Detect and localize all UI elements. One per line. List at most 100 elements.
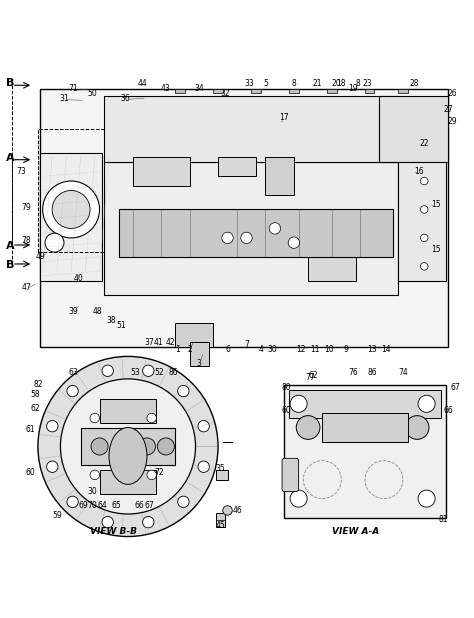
Text: 38: 38 bbox=[107, 316, 116, 325]
Bar bbox=[379, 96, 448, 162]
Circle shape bbox=[288, 237, 300, 248]
Text: 2: 2 bbox=[187, 345, 192, 353]
Text: 59: 59 bbox=[52, 510, 62, 520]
Bar bbox=[308, 210, 356, 281]
Text: 69: 69 bbox=[78, 501, 88, 510]
Text: 67: 67 bbox=[450, 383, 460, 392]
Text: 15: 15 bbox=[431, 200, 441, 210]
Circle shape bbox=[61, 379, 195, 514]
Circle shape bbox=[91, 438, 108, 455]
Text: 66: 66 bbox=[135, 501, 145, 510]
Text: 27: 27 bbox=[443, 106, 453, 114]
Text: 33: 33 bbox=[244, 79, 254, 88]
Text: VIEW B-B: VIEW B-B bbox=[90, 527, 137, 536]
Text: 29: 29 bbox=[448, 117, 457, 126]
Ellipse shape bbox=[109, 428, 147, 485]
Bar bbox=[216, 513, 225, 527]
Circle shape bbox=[420, 177, 428, 185]
Text: 48: 48 bbox=[92, 307, 102, 316]
Bar bbox=[40, 153, 102, 281]
Bar bbox=[213, 88, 223, 93]
Text: 65: 65 bbox=[111, 501, 121, 510]
Text: 41: 41 bbox=[154, 337, 164, 347]
Text: 63: 63 bbox=[69, 368, 78, 378]
Text: 11: 11 bbox=[310, 345, 320, 353]
Text: 86: 86 bbox=[168, 368, 178, 378]
Text: 34: 34 bbox=[194, 84, 204, 93]
Circle shape bbox=[143, 517, 154, 528]
Text: 26: 26 bbox=[448, 89, 457, 98]
Text: B: B bbox=[6, 78, 14, 88]
Circle shape bbox=[420, 206, 428, 213]
Text: 30: 30 bbox=[268, 345, 277, 353]
Bar bbox=[81, 428, 175, 465]
Bar bbox=[216, 470, 228, 480]
Bar bbox=[265, 158, 294, 195]
Bar bbox=[100, 399, 156, 423]
Text: 3: 3 bbox=[197, 359, 201, 368]
Text: 60: 60 bbox=[26, 468, 36, 477]
Bar bbox=[190, 342, 209, 366]
Text: A: A bbox=[6, 242, 14, 252]
Text: 52: 52 bbox=[154, 368, 164, 378]
Text: 71: 71 bbox=[69, 84, 78, 93]
Bar bbox=[398, 153, 446, 281]
Circle shape bbox=[102, 365, 113, 376]
Text: 78: 78 bbox=[21, 236, 31, 245]
Text: 70: 70 bbox=[88, 501, 97, 510]
Circle shape bbox=[198, 420, 210, 432]
Text: B: B bbox=[6, 260, 14, 271]
Text: 16: 16 bbox=[415, 167, 424, 176]
Circle shape bbox=[296, 416, 320, 439]
Bar bbox=[175, 323, 213, 347]
Text: 31: 31 bbox=[59, 93, 69, 103]
Circle shape bbox=[43, 181, 100, 238]
Text: 77: 77 bbox=[306, 373, 315, 382]
Text: 36: 36 bbox=[121, 93, 130, 103]
Text: 86: 86 bbox=[367, 368, 377, 378]
Text: 81: 81 bbox=[438, 515, 448, 525]
Circle shape bbox=[67, 386, 78, 397]
Bar bbox=[175, 88, 185, 93]
Circle shape bbox=[46, 461, 58, 472]
Text: 9: 9 bbox=[344, 345, 348, 353]
Text: 66: 66 bbox=[443, 407, 453, 415]
Text: 74: 74 bbox=[398, 368, 408, 378]
Text: A: A bbox=[6, 153, 14, 163]
Bar bbox=[322, 413, 408, 442]
Text: 22: 22 bbox=[419, 138, 429, 148]
Text: 47: 47 bbox=[21, 283, 31, 292]
Text: 51: 51 bbox=[116, 321, 126, 330]
Circle shape bbox=[46, 420, 58, 432]
Circle shape bbox=[157, 438, 174, 455]
Bar bbox=[365, 88, 374, 93]
Circle shape bbox=[418, 490, 435, 507]
Text: 76: 76 bbox=[348, 368, 358, 378]
Circle shape bbox=[52, 190, 90, 229]
Text: 8: 8 bbox=[292, 79, 296, 88]
Circle shape bbox=[178, 496, 189, 507]
Circle shape bbox=[241, 232, 252, 243]
Text: 28: 28 bbox=[410, 79, 419, 88]
Circle shape bbox=[90, 413, 100, 423]
Circle shape bbox=[115, 438, 132, 455]
Text: 13: 13 bbox=[367, 345, 377, 353]
Text: VIEW A-A: VIEW A-A bbox=[332, 527, 379, 536]
Text: 14: 14 bbox=[382, 345, 391, 353]
Text: 7: 7 bbox=[244, 340, 249, 349]
Circle shape bbox=[420, 263, 428, 270]
Text: 43: 43 bbox=[161, 84, 171, 93]
Text: 30: 30 bbox=[88, 487, 97, 496]
Bar bbox=[327, 88, 337, 93]
Circle shape bbox=[147, 413, 156, 423]
Text: 60: 60 bbox=[282, 407, 292, 415]
Circle shape bbox=[222, 232, 233, 243]
Circle shape bbox=[420, 234, 428, 242]
Bar bbox=[38, 129, 123, 252]
Bar bbox=[218, 158, 256, 176]
Bar bbox=[104, 96, 398, 162]
Text: 19: 19 bbox=[348, 84, 358, 93]
FancyBboxPatch shape bbox=[282, 459, 299, 491]
Bar bbox=[104, 162, 398, 295]
Text: 40: 40 bbox=[73, 274, 83, 282]
